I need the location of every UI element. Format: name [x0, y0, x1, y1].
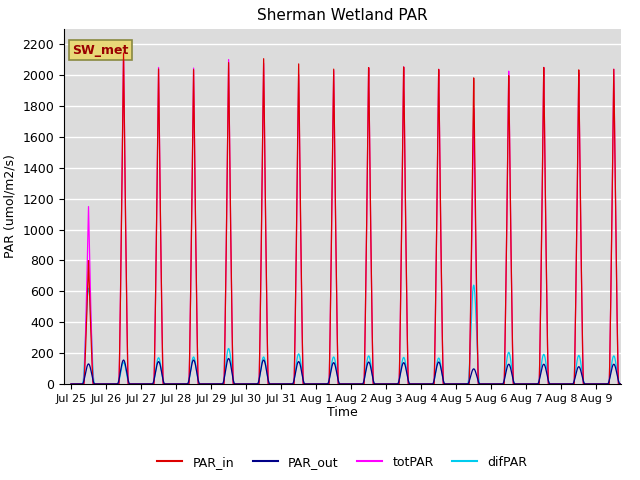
- Title: Sherman Wetland PAR: Sherman Wetland PAR: [257, 9, 428, 24]
- Text: SW_met: SW_met: [72, 44, 129, 57]
- X-axis label: Time: Time: [327, 407, 358, 420]
- Y-axis label: PAR (umol/m2/s): PAR (umol/m2/s): [4, 155, 17, 258]
- Legend: PAR_in, PAR_out, totPAR, difPAR: PAR_in, PAR_out, totPAR, difPAR: [152, 451, 532, 474]
